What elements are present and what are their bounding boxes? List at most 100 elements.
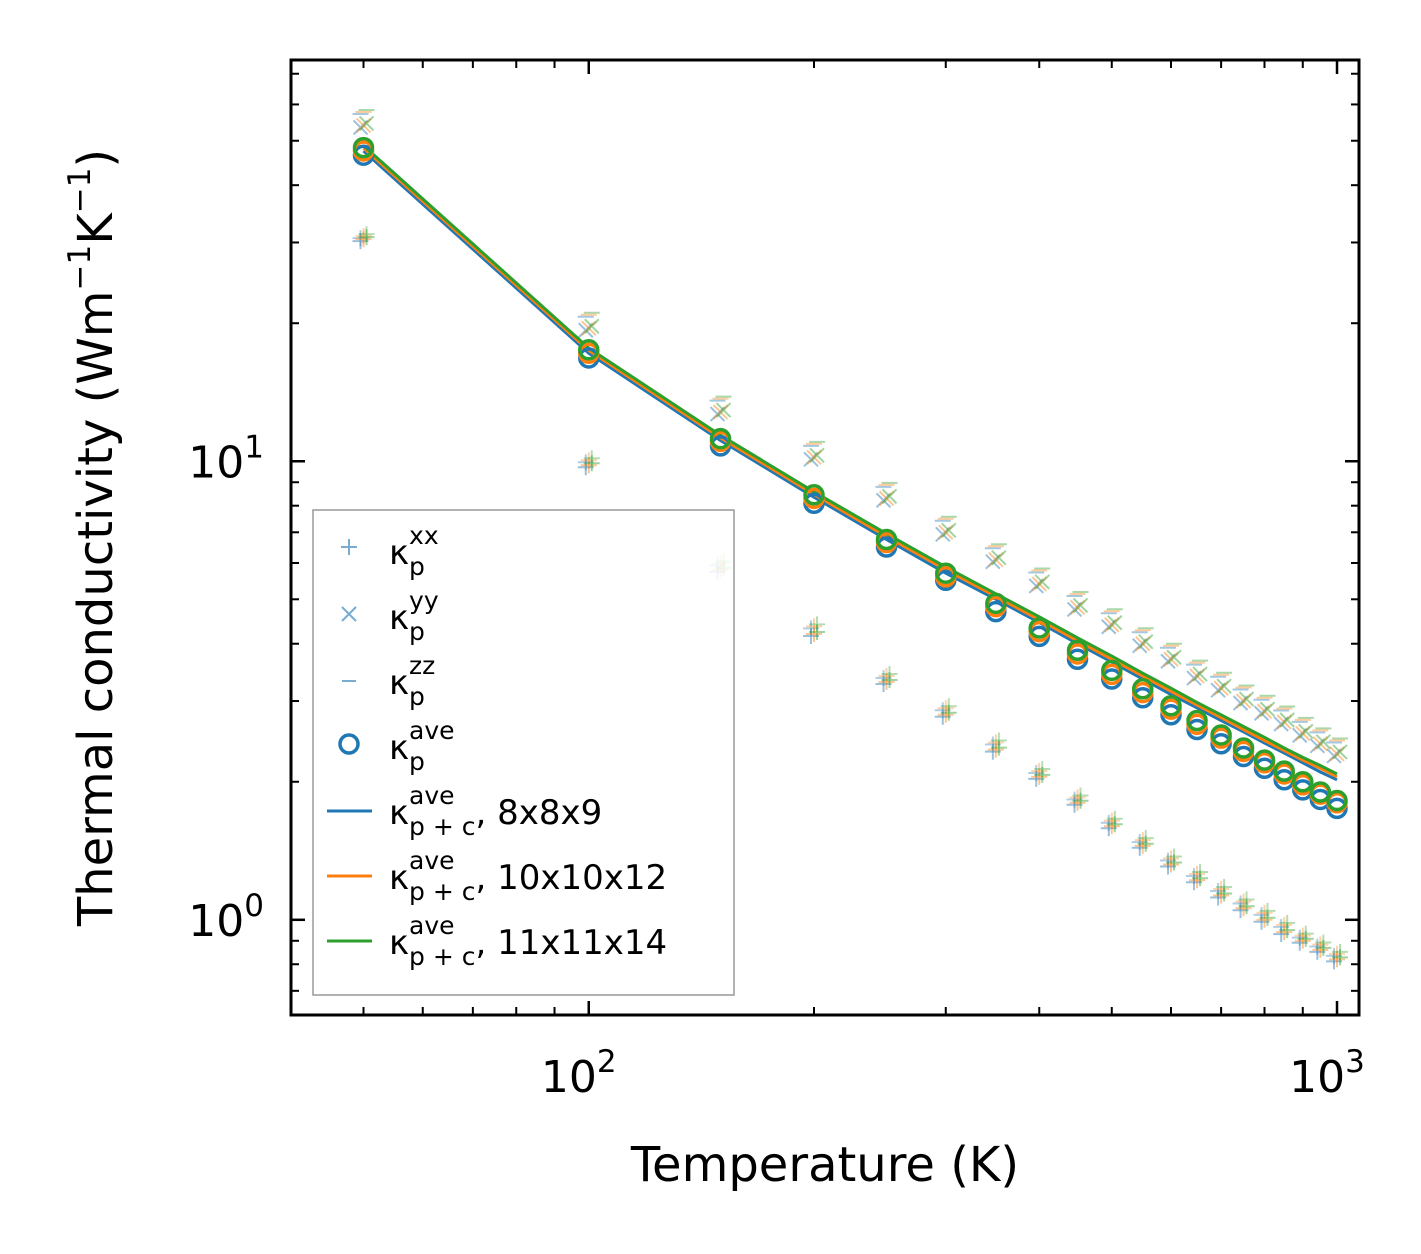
kappa-xx-marker xyxy=(1312,941,1329,958)
kappa-yy-marker xyxy=(1292,727,1308,744)
x-tick-label-base: 10 xyxy=(1289,1052,1345,1103)
kappa-ave-point xyxy=(1253,749,1276,771)
cross-marker-a xyxy=(1107,615,1123,631)
legend-label: κyy p xyxy=(389,586,439,646)
cross-marker-a xyxy=(1138,634,1154,650)
kappa-yy-marker xyxy=(1034,574,1050,590)
cross-marker-b xyxy=(358,115,375,132)
y-axis-label-main: Thermal conductivity (Wm xyxy=(68,290,124,927)
kappa-yy-marker xyxy=(1213,680,1229,696)
cross-marker-a xyxy=(935,526,951,542)
cross-marker-b xyxy=(881,488,898,505)
kappa-zz-marker xyxy=(1106,810,1123,827)
cross-marker-b xyxy=(355,117,372,134)
kappa-xx-marker xyxy=(881,672,898,689)
cross-marker-b xyxy=(1232,695,1249,711)
kappa-zz-marker xyxy=(577,454,594,471)
cross-marker-a xyxy=(809,447,825,464)
kappa-zz-marker xyxy=(1034,760,1051,777)
legend-label: κave p + c, 11x11x14 xyxy=(389,911,667,971)
kappa-yy-marker xyxy=(1238,691,1255,707)
kappa-zz-marker xyxy=(1238,891,1255,908)
cross-marker-b xyxy=(1312,736,1329,752)
kappa-xx-marker xyxy=(1238,898,1255,915)
kappa-zz-marker xyxy=(1213,880,1230,897)
cross-marker-a xyxy=(1276,714,1292,730)
cross-marker-a xyxy=(1031,576,1047,592)
kappa-xx-marker xyxy=(1031,768,1048,785)
legend-entry: κave p xyxy=(338,716,455,776)
cross-marker-a xyxy=(1232,695,1249,711)
cross-marker-b xyxy=(1163,651,1179,667)
kappa-zz-marker xyxy=(1332,943,1349,960)
cross-marker-a xyxy=(584,318,600,334)
kappa-zz-marker xyxy=(580,452,597,469)
y-axis-label-close: ) xyxy=(68,149,124,168)
kappa-ave-point xyxy=(352,136,375,159)
kappa-zz-marker xyxy=(1329,945,1346,962)
legend-suffix: , 11x11x14 xyxy=(475,923,667,963)
cross-marker-b xyxy=(1216,678,1232,694)
kappa-zz-marker xyxy=(1291,929,1308,946)
legend-superscript: zz xyxy=(409,651,435,680)
legend-label: κave p xyxy=(389,716,455,776)
cross-marker-b xyxy=(1309,738,1326,754)
kappa-zz-marker xyxy=(1186,867,1203,884)
kappa-zz-marker xyxy=(1312,936,1329,953)
legend-label: κave p + c, 10x10x12 xyxy=(389,846,667,906)
cross-marker-a xyxy=(881,488,898,505)
kappa-yy-marker xyxy=(1163,651,1179,667)
cross-marker-a xyxy=(1326,748,1342,764)
cross-marker-a xyxy=(352,119,369,136)
kappa-xx-marker xyxy=(1072,792,1089,809)
cross-marker-b xyxy=(1192,666,1208,682)
kappa-zz-marker xyxy=(1189,865,1206,882)
y-tick-label: 101 xyxy=(188,429,264,488)
cross-marker-a xyxy=(709,406,726,422)
cross-marker-b xyxy=(1329,746,1345,762)
legend-superscript: ave xyxy=(409,911,455,940)
kappa-xx-marker xyxy=(1134,837,1151,854)
kappa-yy-marker xyxy=(581,320,597,336)
kappa-yy-marker xyxy=(1253,705,1270,721)
kappa-yy-marker xyxy=(1315,734,1332,750)
kappa-xx-marker xyxy=(1276,924,1293,941)
kappa-yy-marker xyxy=(1066,601,1083,618)
cross-marker-b xyxy=(1326,748,1342,764)
legend-subscript: p xyxy=(409,682,425,711)
kappa-zz-marker xyxy=(990,732,1007,749)
kappa-zz-marker xyxy=(1066,791,1083,808)
kappa-zz-marker xyxy=(1253,906,1270,923)
kappa-ave-point xyxy=(1232,737,1255,759)
kappa-ave-point xyxy=(578,339,600,361)
cross-marker-b xyxy=(875,492,892,509)
kappa-yy-marker xyxy=(809,447,825,464)
cross-marker-b xyxy=(1186,670,1202,686)
kappa-zz-marker xyxy=(987,734,1004,751)
kappa-zz-marker xyxy=(937,700,954,717)
cross-marker-b xyxy=(1066,601,1083,618)
kappa-xx-marker xyxy=(940,704,957,721)
kappa-xx-marker xyxy=(352,233,369,250)
kappa-ave-point xyxy=(1309,781,1332,803)
kappa-zz-marker xyxy=(583,450,600,467)
cross-marker-a xyxy=(358,115,375,132)
cross-marker-a xyxy=(1216,678,1232,694)
kappa-xx-marker xyxy=(1160,858,1177,875)
kappa-yy-marker xyxy=(935,526,951,542)
y-tick-label-exponent: 0 xyxy=(244,888,264,924)
y-axis-label-exponent: −1 xyxy=(62,168,98,214)
legend-circle-marker xyxy=(338,733,360,755)
cross-marker-a xyxy=(1034,574,1050,590)
kappa-xx-marker xyxy=(1210,889,1227,906)
kappa-yy-marker xyxy=(358,115,375,132)
kappa-zz-marker xyxy=(1131,834,1148,851)
cross-marker-a xyxy=(1213,680,1229,696)
kappa-zz-marker xyxy=(1210,882,1227,899)
kappa-zz-marker xyxy=(875,670,892,687)
cross-marker-a xyxy=(1295,725,1311,742)
kappa-yy-marker xyxy=(712,404,729,420)
